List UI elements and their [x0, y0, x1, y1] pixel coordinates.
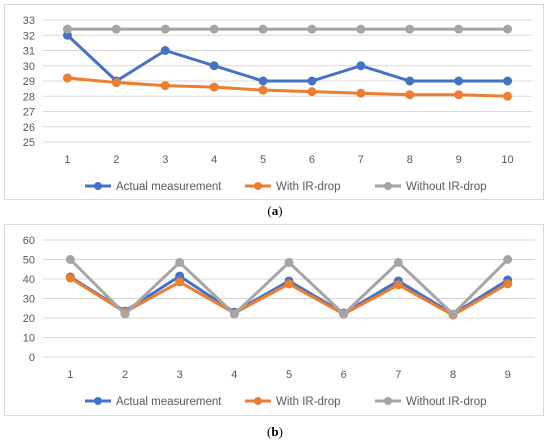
chart-a-data-point [454, 24, 464, 34]
chart-a-data-point [111, 78, 121, 88]
chart-a-x-tick-label: 2 [113, 154, 119, 166]
chart-b-data-point [175, 257, 185, 267]
chart-b-legend-swatch-marker [254, 397, 262, 405]
chart-b-data-point [393, 257, 403, 267]
chart-a-y-tick-label: 30 [23, 61, 35, 73]
chart-a-y-tick-label: 29 [23, 76, 35, 88]
chart-a-series-line [67, 76, 508, 98]
chart-b-data-point [448, 309, 458, 319]
chart-a-data-point [160, 81, 170, 91]
chart-a-data-point [209, 24, 219, 34]
chart-b-y-tick-label: 50 [23, 255, 35, 267]
chart-a-data-point [258, 76, 268, 86]
chart-a-data-point [258, 85, 268, 95]
chart-b-data-point [503, 279, 513, 289]
chart-a-legend-swatch-marker [384, 182, 392, 190]
chart-a-x-tick-label: 1 [64, 154, 70, 166]
chart-a-data-point [356, 24, 366, 34]
chart-panel-a: 25 26 27 28 29 30 31 32 33 1 2 3 4 5 6 7 8 9 10 Actual meas… [4, 4, 544, 200]
chart-a-data-point [62, 73, 72, 83]
chart-a-y-tick-label: 33 [23, 15, 35, 27]
chart-a-y-tick-label: 31 [23, 46, 35, 58]
chart-b-data-point [229, 309, 239, 319]
chart-b-legend-swatch-marker [94, 397, 102, 405]
chart-a-y-tick-label: 26 [23, 122, 35, 134]
chart-b-legend-label: Without IR-drop [406, 396, 487, 408]
chart-a-data-point [160, 46, 170, 55]
chart-a-data-point [405, 90, 415, 100]
chart-panel-b: 0 10 20 30 40 50 60 1 2 3 4 5 6 7 8 9 Actual measurement… [4, 224, 544, 416]
chart-a-data-point [356, 61, 366, 71]
chart-a-data-point [160, 24, 170, 34]
chart-b-y-tick-label: 0 [29, 352, 35, 364]
chart-b-x-tick-label: 1 [67, 369, 73, 381]
chart-a-legend-swatch-marker [94, 182, 102, 190]
chart-a-data-point [258, 24, 268, 34]
chart-b-x-tick-label: 2 [122, 369, 128, 381]
chart-b-data-point [65, 273, 75, 283]
chart-a-data-point [111, 24, 121, 34]
chart-b-data-point [503, 255, 513, 264]
chart-b-x-tick-label: 8 [450, 369, 456, 381]
chart-a-x-tick-label: 9 [456, 154, 462, 166]
chart-a-data-point [356, 88, 366, 98]
caption-b: (b) [267, 424, 283, 439]
chart-b-x-tick-label: 5 [286, 369, 292, 381]
chart-b-svg: 0 10 20 30 40 50 60 1 2 3 4 5 6 7 8 9 Actual measurement… [23, 235, 535, 408]
chart-a-x-tick-label: 6 [309, 154, 315, 166]
chart-b-y-tick-label: 40 [23, 274, 35, 286]
chart-a-data-point [503, 24, 513, 34]
chart-a-data-point [405, 24, 415, 34]
chart-b-y-tick-label: 10 [23, 333, 35, 345]
chart-b-data-point [65, 255, 75, 264]
chart-b-legend-label: With IR-drop [276, 396, 341, 408]
chart-a-data-point [454, 76, 464, 86]
chart-a-y-tick-label: 32 [23, 30, 35, 42]
caption-a: (a) [267, 203, 283, 218]
chart-a-data-point [209, 82, 219, 92]
chart-a-data-point [62, 24, 72, 34]
chart-a-legend-swatch-marker [254, 182, 262, 190]
chart-a-data-point [307, 76, 317, 86]
chart-b-data-point [393, 280, 403, 290]
chart-a-x-tick-label: 7 [358, 154, 364, 166]
chart-b-legend-swatch-marker [384, 397, 392, 405]
chart-a-legend-label: With IR-drop [276, 181, 341, 193]
chart-b-y-tick-label: 20 [23, 313, 35, 325]
chart-a-legend-label: Actual measurement [116, 181, 222, 193]
chart-b-data-point [284, 279, 294, 289]
chart-a-x-tick-label: 10 [501, 154, 513, 166]
chart-b-x-tick-label: 6 [341, 369, 347, 381]
chart-a-x-tick-label: 8 [407, 154, 413, 166]
chart-b-data-point [339, 309, 349, 319]
chart-a-y-tick-label: 25 [23, 137, 35, 149]
chart-a-series-line [66, 34, 508, 83]
chart-a-y-tick-label: 28 [23, 91, 35, 103]
chart-b-legend-label: Actual measurement [116, 396, 222, 408]
chart-b-x-tick-label: 4 [231, 369, 237, 381]
chart-b-x-tick-label: 7 [395, 369, 401, 381]
chart-a-x-tick-label: 4 [211, 154, 217, 166]
chart-a-x-tick-label: 5 [260, 154, 266, 166]
chart-b-y-tick-label: 30 [23, 294, 35, 306]
chart-b-data-point [284, 257, 294, 267]
chart-a-data-point [503, 91, 513, 101]
caption-a-label: a [271, 203, 279, 218]
chart-a-legend-label: Without IR-drop [406, 181, 487, 193]
chart-b-data-point [120, 309, 130, 319]
caption-b-label: b [271, 424, 279, 439]
chart-a-data-point [503, 76, 513, 86]
chart-a-y-tick-label: 27 [23, 107, 35, 119]
chart-b-x-tick-label: 9 [505, 369, 511, 381]
chart-a-data-point [307, 24, 317, 34]
chart-b-x-tick-label: 3 [177, 369, 183, 381]
chart-a-data-point [405, 76, 415, 86]
chart-a-x-tick-label: 3 [162, 154, 168, 166]
chart-a-data-point [454, 90, 464, 100]
chart-a-svg: 25 26 27 28 29 30 31 32 33 1 2 3 4 5 6 7 8 9 10 Actual meas… [23, 15, 532, 193]
chart-b-data-point [175, 277, 185, 287]
chart-a-data-point [307, 87, 317, 97]
chart-b-y-tick-label: 60 [23, 235, 35, 247]
chart-a-data-point [209, 61, 219, 71]
